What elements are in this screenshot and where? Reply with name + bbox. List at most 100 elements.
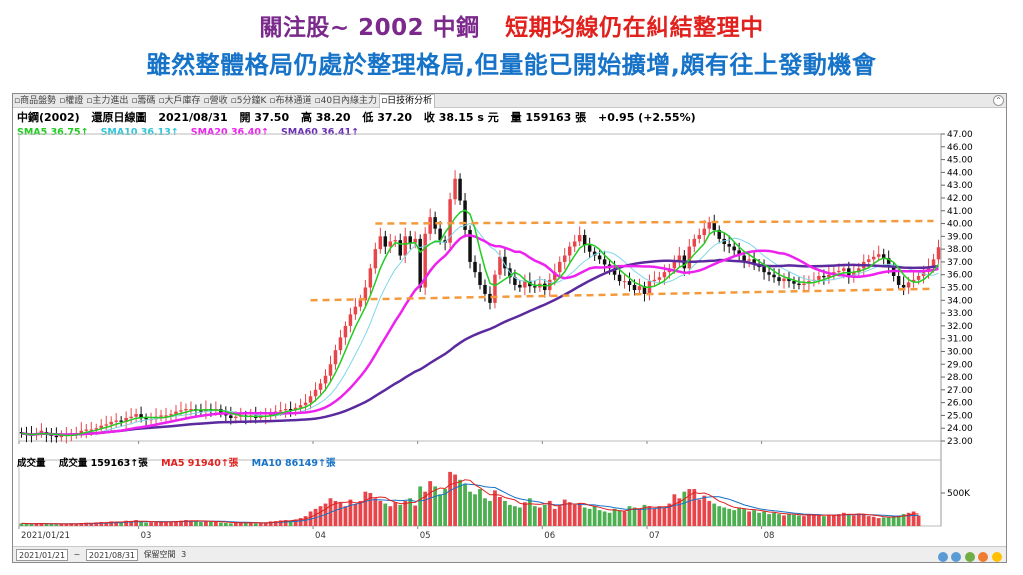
sma5-line [21,209,940,437]
volume-bar [288,520,293,526]
candle-body [886,258,891,268]
volume-bar [667,503,672,526]
tab-5[interactable]: ▫營收 [203,96,228,106]
volume-bar [458,479,462,526]
tab-2[interactable]: ▫主力進出 [86,96,129,106]
volume-bar [851,515,856,526]
candle-body [368,268,373,288]
candle-body [159,415,163,417]
price-tick-label: 36.00 [947,271,973,281]
price-tick-label: 34.00 [947,296,973,306]
candle-body [866,259,871,262]
tab-3[interactable]: ▫籌碼 [131,96,156,106]
volume-bar [463,483,467,526]
tab-4[interactable]: ▫大戶庫存 [158,96,201,106]
volume-bar [622,511,627,526]
volume-bar [582,507,587,526]
volume-bar [238,522,243,526]
volume-bar [208,521,213,526]
sma-legend-item-1: SMA10 36.13↑ [100,127,179,138]
candle-body [592,251,597,256]
volume-bar [717,506,722,526]
candle-body [358,300,363,307]
volume-ma10: MA10 86149↑張 [251,458,336,469]
date-from-field[interactable]: 2021/01/21 [16,549,69,561]
volume-bar [821,516,826,526]
volume-bar [652,508,657,526]
candle-body [348,314,353,326]
volume-bar [343,506,348,526]
tab-8[interactable]: ▫40日內綠主力 [314,96,378,106]
candle-body [164,415,168,417]
tab-6[interactable]: ▫5分鐘K [230,96,267,106]
candle-body [488,293,492,303]
volume-bar [448,471,452,526]
volume-bar [378,500,383,526]
volume-bar [817,515,821,526]
price-volume-chart[interactable]: 47.00 46.00 45.00 44.00 43.00 42.00 41.00 40.00… [13,94,1006,546]
keep-space-label: 保留空間 [143,550,176,559]
candle-body [697,235,702,239]
add-icon[interactable] [964,551,975,562]
volume-label: 成交量 [17,458,46,469]
settings-icon[interactable] [978,551,989,562]
lock-icon[interactable] [992,551,1002,562]
volume-bar [712,503,717,526]
volume-bar [612,508,617,526]
candle-body [582,235,587,246]
volume-bar [79,523,84,526]
volume-bar [488,500,492,526]
volume-bar [627,506,632,526]
candle-body [104,424,108,426]
sma-legend-item-3: SMA60 36.41↑ [280,127,360,138]
x-tick-label: 04 [315,531,326,541]
candle-body [363,287,368,301]
volume-bar [194,521,198,526]
tab-7[interactable]: ▫布林通道 [269,96,312,106]
candle-body [503,256,507,269]
volume-bar [911,511,916,526]
volume-bar [762,511,766,526]
tab-9[interactable]: ▫日技術分析 [379,94,436,108]
volume-bar [727,508,732,526]
candle-body [871,256,876,260]
volume-bar [388,506,393,526]
volume-bar [149,522,153,526]
candle-body [916,275,921,280]
tab-1[interactable]: ▫權證 [59,96,84,106]
candle-body [557,261,562,273]
volume-bar [772,512,776,526]
candle-body [707,222,711,229]
volume-bar [702,495,707,526]
period-selector[interactable]: 還原日線圖 [91,111,147,124]
candle-body [353,306,358,315]
volume-bar [84,522,89,526]
sma60-line [21,258,939,436]
date-to-field[interactable]: 2021/08/31 [85,549,139,561]
price-tick-label: 37.00 [947,258,973,268]
volume-bar [403,500,408,526]
scroll-up-icon[interactable]: ⌃ [993,95,1004,106]
zoom-out-icon[interactable] [937,551,948,562]
candle-body [478,272,482,285]
ticker-volume: 量 159163 張 [510,111,587,124]
volume-value: 成交量 159163↑張 [58,458,148,469]
candle-body [413,238,417,243]
zoom-in-icon[interactable] [951,551,962,562]
volume-bar [393,502,398,526]
volume-bar [184,520,188,526]
volume-bar [647,506,652,526]
keep-space-value[interactable]: 3 [181,550,187,559]
tab-0[interactable]: ▫商品盤勢 [14,96,57,106]
candle-body [622,281,627,283]
candle-body [258,416,263,418]
headline-summary: 短期均線仍在糾結整理中 [505,15,764,41]
volume-bar [672,494,677,526]
candle-body [617,274,622,282]
candle-body [827,274,831,278]
candle-body [732,246,736,251]
candle-body [313,389,318,397]
ticker-name[interactable]: 中鋼(2002) [17,111,80,124]
candle-body [802,283,806,285]
candle-body [343,325,348,338]
